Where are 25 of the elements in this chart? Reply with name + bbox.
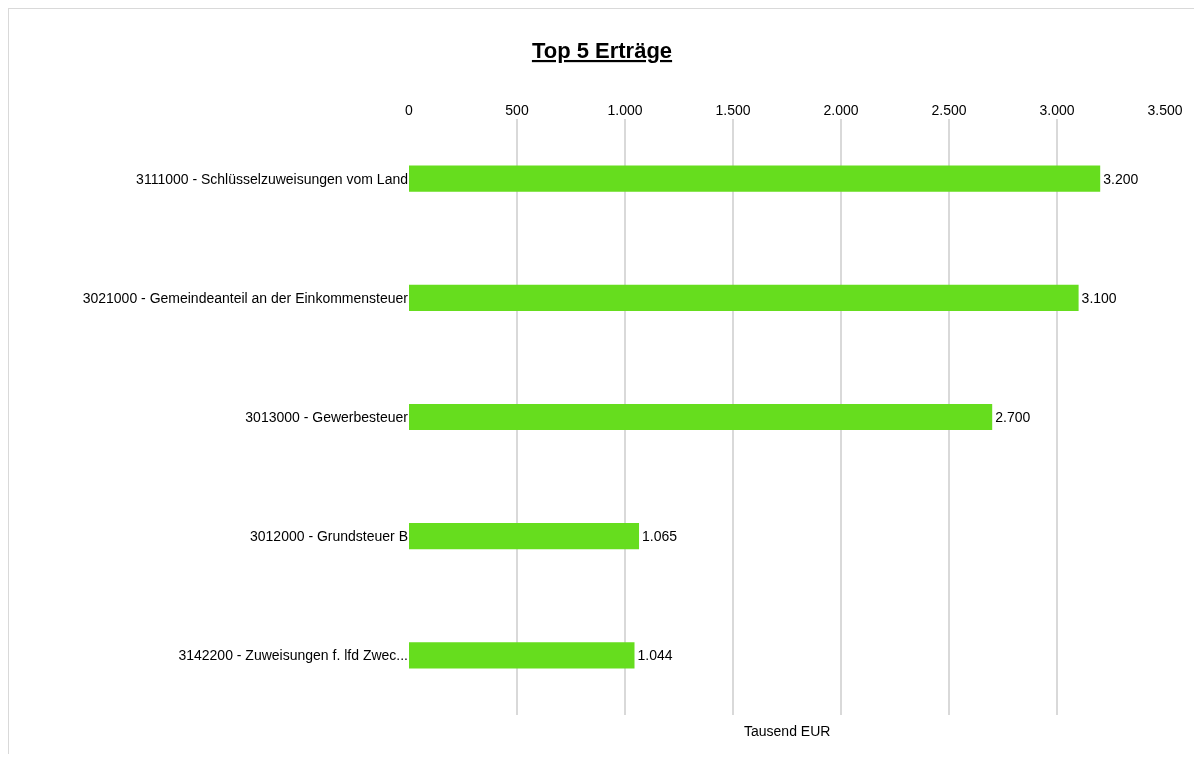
bar bbox=[409, 403, 993, 431]
data-label: 1.065 bbox=[642, 528, 678, 545]
bar bbox=[409, 165, 1101, 192]
y-tick-label: 3013000 - Gewerbesteuer bbox=[245, 408, 409, 425]
y-tick-label: 3111000 - Schlüsselzuweisungen vom Land bbox=[136, 170, 408, 187]
data-label: 2.700 bbox=[995, 409, 1031, 425]
x-axis-title: Tausend EUR bbox=[744, 723, 831, 739]
x-tick-label: 2.500 bbox=[931, 102, 967, 119]
data-label: 3.200 bbox=[1103, 170, 1139, 187]
x-tick-label: 500 bbox=[505, 102, 529, 119]
y-tick-label: 3012000 - Grundsteuer B bbox=[250, 528, 408, 545]
bar bbox=[409, 523, 640, 550]
y-tick-label: 3021000 - Gemeindeanteil an der Einkommensteuer bbox=[82, 289, 409, 306]
x-tick-label: 0 bbox=[405, 102, 414, 119]
x-tick-label: 3.500 bbox=[1147, 102, 1183, 119]
y-tick-label: 3142200 - Zuweisungen f. lfd Zwec... bbox=[178, 647, 408, 664]
bar bbox=[409, 284, 1079, 311]
x-tick-label: 2.000 bbox=[823, 102, 859, 119]
bar bbox=[409, 642, 635, 669]
x-tick-label: 1.000 bbox=[607, 102, 643, 119]
data-label: 1.044 bbox=[637, 647, 673, 664]
x-tick-label: 1.500 bbox=[715, 102, 751, 119]
data-label: 3.100 bbox=[1081, 289, 1117, 306]
x-tick-label: 3.000 bbox=[1039, 102, 1075, 119]
chart-title: Top 5 Erträge bbox=[531, 37, 673, 63]
